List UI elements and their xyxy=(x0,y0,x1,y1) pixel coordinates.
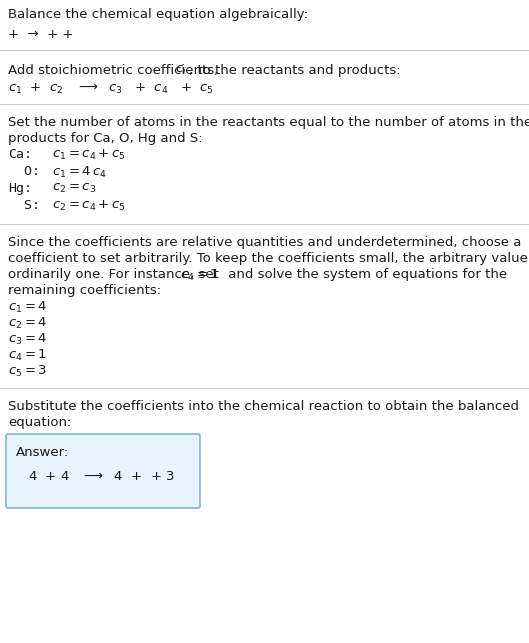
Text: remaining coefficients:: remaining coefficients: xyxy=(8,284,161,297)
Text: , to the reactants and products:: , to the reactants and products: xyxy=(189,64,400,77)
Text: ordinarily one. For instance, set: ordinarily one. For instance, set xyxy=(8,268,223,281)
Text: +  →  + +: + → + + xyxy=(8,28,74,41)
Text: $c_4 = 1$: $c_4 = 1$ xyxy=(180,268,219,283)
Text: $c_3  = 4$: $c_3 = 4$ xyxy=(8,332,48,347)
Text: Ca:: Ca: xyxy=(8,148,32,161)
Text: Add stoichiometric coefficients,: Add stoichiometric coefficients, xyxy=(8,64,223,77)
FancyBboxPatch shape xyxy=(6,434,200,508)
Text: $4$  + $4$   $\longrightarrow$  $4$  +  + $3$: $4$ + $4$ $\longrightarrow$ $4$ + + $3$ xyxy=(28,470,175,483)
Text: $c_1$  +  $c_2$   $\longrightarrow$  $c_3$   +  $c_4$   +  $c_5$: $c_1$ + $c_2$ $\longrightarrow$ $c_3$ + … xyxy=(8,82,214,96)
Text: $c_1 = 4\,c_4$: $c_1 = 4\,c_4$ xyxy=(52,165,107,180)
Text: $c_i$: $c_i$ xyxy=(175,64,186,77)
Text: $c_1  = 4$: $c_1 = 4$ xyxy=(8,300,48,315)
Text: $c_2  = 4$: $c_2 = 4$ xyxy=(8,316,48,331)
Text: Hg:: Hg: xyxy=(8,182,32,195)
Text: $c_5  = 3$: $c_5 = 3$ xyxy=(8,364,47,379)
Text: $c_1 = c_4 + c_5$: $c_1 = c_4 + c_5$ xyxy=(52,148,126,162)
Text: $c_2 = c_4 + c_5$: $c_2 = c_4 + c_5$ xyxy=(52,199,126,213)
Text: equation:: equation: xyxy=(8,416,71,429)
Text: Since the coefficients are relative quantities and underdetermined, choose a: Since the coefficients are relative quan… xyxy=(8,236,522,249)
Text: Substitute the coefficients into the chemical reaction to obtain the balanced: Substitute the coefficients into the che… xyxy=(8,400,519,413)
Text: $c_4  = 1$: $c_4 = 1$ xyxy=(8,348,47,363)
Text: Balance the chemical equation algebraically:: Balance the chemical equation algebraica… xyxy=(8,8,308,21)
Text: S:: S: xyxy=(8,199,40,212)
Text: Answer:: Answer: xyxy=(16,446,69,459)
Text: O:: O: xyxy=(8,165,40,178)
Text: Set the number of atoms in the reactants equal to the number of atoms in the: Set the number of atoms in the reactants… xyxy=(8,116,529,129)
Text: and solve the system of equations for the: and solve the system of equations for th… xyxy=(224,268,507,281)
Text: products for Ca, O, Hg and S:: products for Ca, O, Hg and S: xyxy=(8,132,203,145)
Text: $c_2 = c_3$: $c_2 = c_3$ xyxy=(52,182,96,195)
Text: coefficient to set arbitrarily. To keep the coefficients small, the arbitrary va: coefficient to set arbitrarily. To keep … xyxy=(8,252,529,265)
